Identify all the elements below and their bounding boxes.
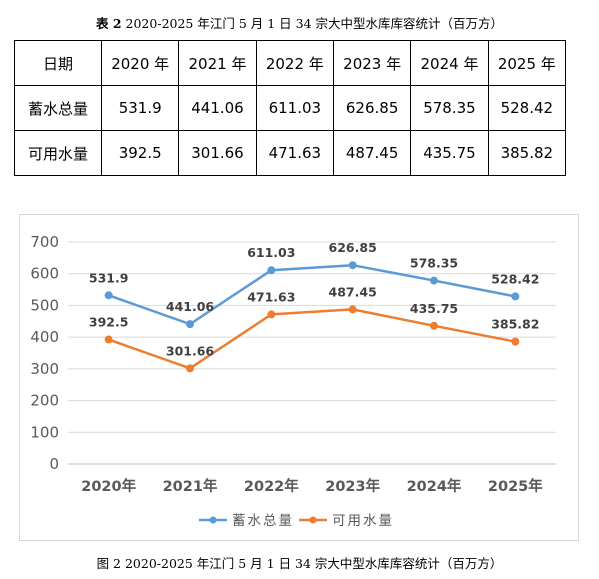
x-tick-label: 2022年 xyxy=(244,477,299,495)
series-line xyxy=(108,308,516,370)
table-header-cell: 日期 xyxy=(14,40,102,86)
table-row: 可用水量 392.5 301.66 471.63 487.45 435.75 3… xyxy=(14,130,567,176)
table-cell: 531.9 xyxy=(100,85,180,131)
data-label: 528.42 xyxy=(491,271,539,286)
table-cell: 392.5 xyxy=(100,130,180,176)
x-tick-label: 2020年 xyxy=(81,477,136,495)
data-label: 441.06 xyxy=(166,299,215,314)
table-cell: 578.35 xyxy=(410,85,489,131)
table-row-label: 可用水量 xyxy=(14,130,102,176)
y-tick-label: 0 xyxy=(49,455,59,473)
data-point xyxy=(511,337,520,346)
legend-label: 可用水量 xyxy=(332,513,394,529)
figure-caption: 图 2 2020-2025 年江门 5 月 1 日 34 宗大中型水库库容统计（… xyxy=(96,556,503,571)
table-row-label: 蓄水总量 xyxy=(14,85,102,131)
y-tick-label: 400 xyxy=(30,328,59,346)
table-cell: 626.85 xyxy=(332,85,412,131)
data-point xyxy=(430,276,438,285)
data-label: 385.82 xyxy=(491,317,539,332)
y-tick-label: 600 xyxy=(30,265,59,283)
table-caption-text: 2020-2025 年江门 5 月 1 日 34 宗大中型水库库容统计（百万方） xyxy=(125,16,504,31)
data-point xyxy=(186,320,194,329)
table-cell: 441.06 xyxy=(178,85,257,131)
data-label: 578.35 xyxy=(410,256,458,271)
data-point xyxy=(186,364,194,373)
y-tick-label: 300 xyxy=(30,360,59,378)
x-tick-label: 2025年 xyxy=(488,477,543,495)
data-label: 531.9 xyxy=(89,270,129,285)
data-label: 611.03 xyxy=(247,245,295,260)
data-point xyxy=(267,310,276,319)
legend-marker xyxy=(309,516,317,524)
table-cell: 385.82 xyxy=(487,130,567,176)
table-header-row: 日期 2020 年 2021 年 2022 年 2023 年 2024 年 20… xyxy=(14,40,567,86)
table-header-cell: 2022 年 xyxy=(255,40,334,86)
table-header-cell: 2023 年 xyxy=(332,40,412,86)
line-chart: 0 100 200 300 400 500 600 700 2020年 2021年 2022年 202… xyxy=(30,233,556,529)
data-label: 392.5 xyxy=(89,315,129,330)
table-cell: 435.75 xyxy=(410,130,489,176)
data-label: 487.45 xyxy=(329,284,377,299)
chart-frame: 0 100 200 300 400 500 600 700 2020年 2021年 2022年 202… xyxy=(19,214,579,541)
y-tick-label: 700 xyxy=(30,233,59,251)
x-tick-label: 2021年 xyxy=(163,477,218,495)
table-cell: 301.66 xyxy=(178,130,257,176)
table-header-cell: 2024 年 xyxy=(410,40,489,86)
table-caption: 表 2 2020-2025 年江门 5 月 1 日 34 宗大中型水库库容统计（… xyxy=(0,13,599,32)
data-label: 301.66 xyxy=(166,343,215,358)
data-point xyxy=(104,335,113,344)
table-cell: 487.45 xyxy=(332,130,412,176)
table-cell: 528.42 xyxy=(487,85,567,131)
legend-marker xyxy=(209,516,217,524)
y-tick-label: 200 xyxy=(30,392,59,410)
data-point xyxy=(348,305,357,314)
series-line xyxy=(108,263,516,326)
reservoir-table: 日期 2020 年 2021 年 2022 年 2023 年 2024 年 20… xyxy=(14,40,567,176)
data-point xyxy=(511,292,520,301)
table-header-cell: 2025 年 xyxy=(487,40,567,86)
data-point xyxy=(430,321,438,330)
data-point xyxy=(348,261,357,270)
table-caption-label: 表 2 xyxy=(95,16,122,31)
y-tick-label: 100 xyxy=(30,423,59,441)
table-header-cell: 2020 年 xyxy=(100,40,180,86)
data-point xyxy=(267,266,276,275)
data-label: 435.75 xyxy=(410,301,458,316)
data-point xyxy=(104,291,113,300)
x-tick-label: 2023年 xyxy=(325,477,380,495)
table-row: 蓄水总量 531.9 441.06 611.03 626.85 578.35 5… xyxy=(14,85,567,131)
data-label: 626.85 xyxy=(329,240,377,255)
y-tick-label: 500 xyxy=(30,296,59,314)
table-header-cell: 2021 年 xyxy=(178,40,257,86)
data-label: 471.63 xyxy=(247,289,295,304)
x-tick-label: 2024年 xyxy=(407,477,462,495)
table-cell: 611.03 xyxy=(255,85,334,131)
legend-label: 蓄水总量 xyxy=(232,513,294,529)
table-cell: 471.63 xyxy=(255,130,334,176)
